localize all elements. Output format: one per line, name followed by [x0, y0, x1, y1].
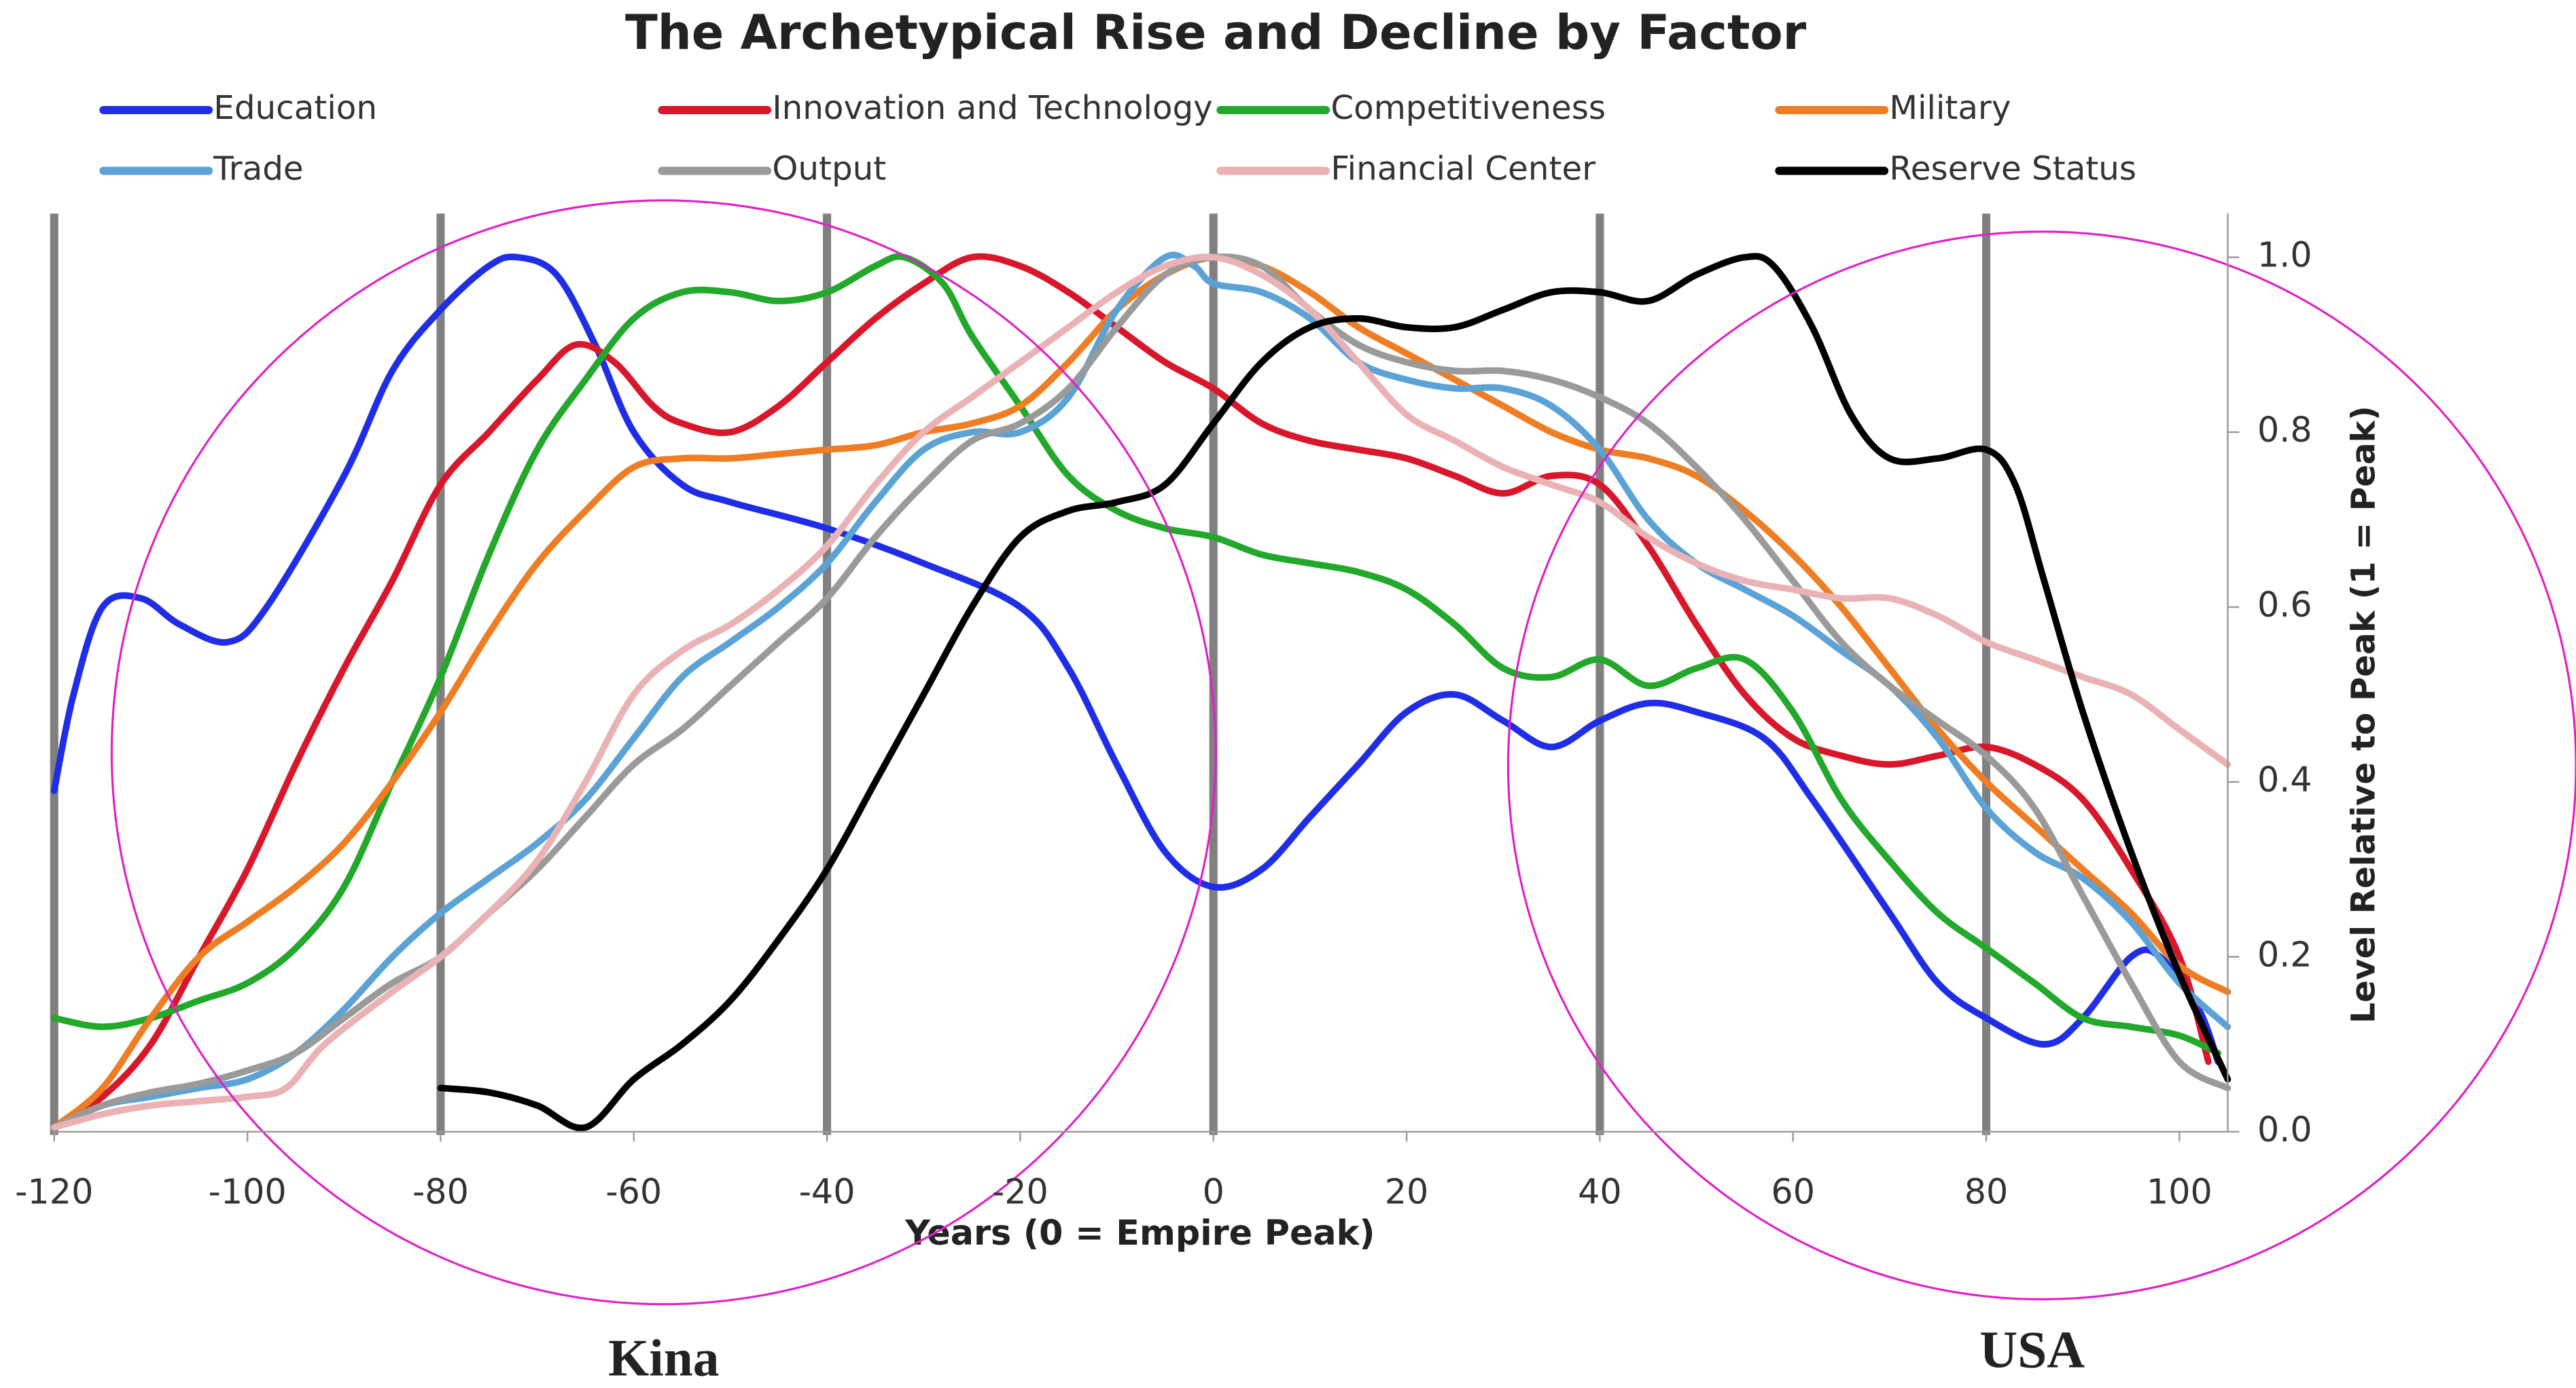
y-tick-label: 0.0 [2257, 1109, 2312, 1150]
chart-title: The Archetypical Rise and Decline by Fac… [625, 5, 1807, 60]
x-tick-label: -40 [799, 1172, 855, 1212]
x-tick-label: 40 [1578, 1172, 1622, 1212]
legend-label: Financial Center [1330, 149, 1595, 188]
x-tick-label: -80 [412, 1172, 469, 1212]
annotation-label: Kina [608, 1328, 719, 1387]
x-tick-label: 60 [1771, 1172, 1815, 1212]
legend-label: Competitiveness [1330, 89, 1606, 127]
annotation-circle [1507, 230, 2576, 1300]
legend-label: Military [1889, 89, 2011, 127]
series-line [50, 253, 2222, 1056]
x-tick-label: 80 [1964, 1172, 2009, 1212]
y-tick-label: 1.0 [2257, 235, 2312, 275]
y-tick-label: 0.4 [2257, 760, 2312, 800]
x-tick-label: 0 [1203, 1172, 1224, 1212]
y-tick-label: 0.6 [2257, 585, 2312, 625]
y-tick-label: 0.2 [2257, 934, 2312, 974]
x-tick-label: -20 [992, 1172, 1048, 1212]
x-tick-label: 20 [1385, 1172, 1429, 1212]
legend-label: Innovation and Technology [772, 89, 1212, 127]
annotation-circle [110, 199, 1217, 1306]
legend-label: Reserve Status [1889, 149, 2136, 188]
series-line [50, 253, 2231, 1131]
annotation-label: USA [1979, 1320, 2085, 1378]
series-line [437, 253, 2231, 1132]
x-axis-label: Years (0 = Empire Peak) [904, 1213, 1375, 1253]
series-line [50, 253, 2212, 1131]
y-axis-label: Level Relative to Peak (1 = Peak) [2345, 406, 2383, 1023]
x-tick-label: -120 [15, 1172, 93, 1212]
series-lines [50, 251, 2231, 1132]
legend-label: Trade [213, 149, 303, 188]
legend-label: Education [213, 89, 377, 127]
y-tick-label: 0.8 [2257, 410, 2312, 450]
x-tick-label: -100 [209, 1172, 287, 1212]
x-tick-label: 100 [2147, 1172, 2212, 1212]
series-line [50, 253, 2222, 1065]
legend-label: Output [772, 149, 886, 188]
x-tick-label: -60 [605, 1172, 662, 1212]
reference-lines [50, 213, 1991, 1135]
